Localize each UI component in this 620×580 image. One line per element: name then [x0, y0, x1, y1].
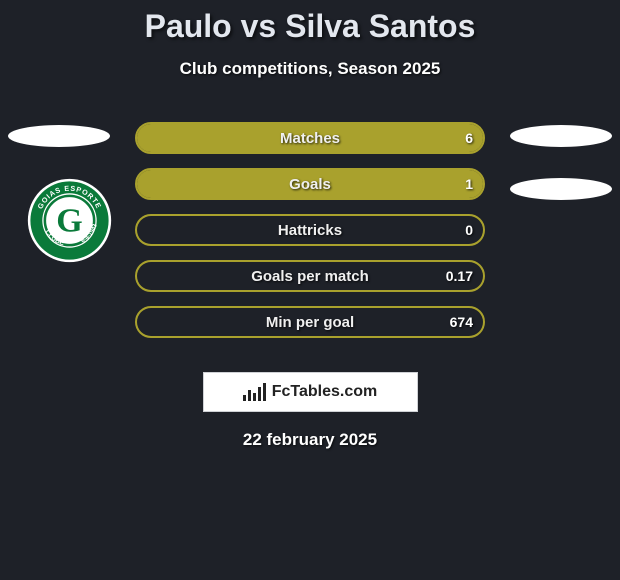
bar-chart-icon: [243, 383, 266, 401]
club-badge: G GOIAS ESPORTE CLUBE 6-4-1943: [27, 178, 112, 263]
stat-row-goals-per-match: Goals per match 0.17: [135, 260, 485, 292]
stat-value-right: 1: [465, 176, 473, 192]
watermark-box: FcTables.com: [203, 372, 418, 412]
watermark-text: FcTables.com: [272, 383, 378, 401]
stats-list: Matches 6 Goals 1 Hattricks 0 Goals per …: [135, 122, 485, 338]
svg-text:G: G: [56, 203, 82, 240]
stat-label: Goals per match: [251, 268, 369, 285]
stat-row-min-per-goal: Min per goal 674: [135, 306, 485, 338]
subtitle: Club competitions, Season 2025: [0, 59, 620, 79]
player-avatar-right-bottom: [510, 178, 612, 200]
stat-row-matches: Matches 6: [135, 122, 485, 154]
stat-value-right: 6: [465, 130, 473, 146]
footer-date: 22 february 2025: [0, 430, 620, 450]
player-avatar-right-top: [510, 125, 612, 147]
stat-value-right: 0.17: [446, 268, 473, 284]
stat-row-goals: Goals 1: [135, 168, 485, 200]
stat-row-hattricks: Hattricks 0: [135, 214, 485, 246]
player-avatar-left: [8, 125, 110, 147]
stat-value-right: 0: [465, 222, 473, 238]
stat-value-right: 674: [450, 314, 473, 330]
stat-label: Matches: [280, 130, 340, 147]
stat-label: Min per goal: [266, 314, 354, 331]
page-title: Paulo vs Silva Santos: [0, 0, 620, 45]
stat-label: Goals: [289, 176, 331, 193]
stat-label: Hattricks: [278, 222, 342, 239]
